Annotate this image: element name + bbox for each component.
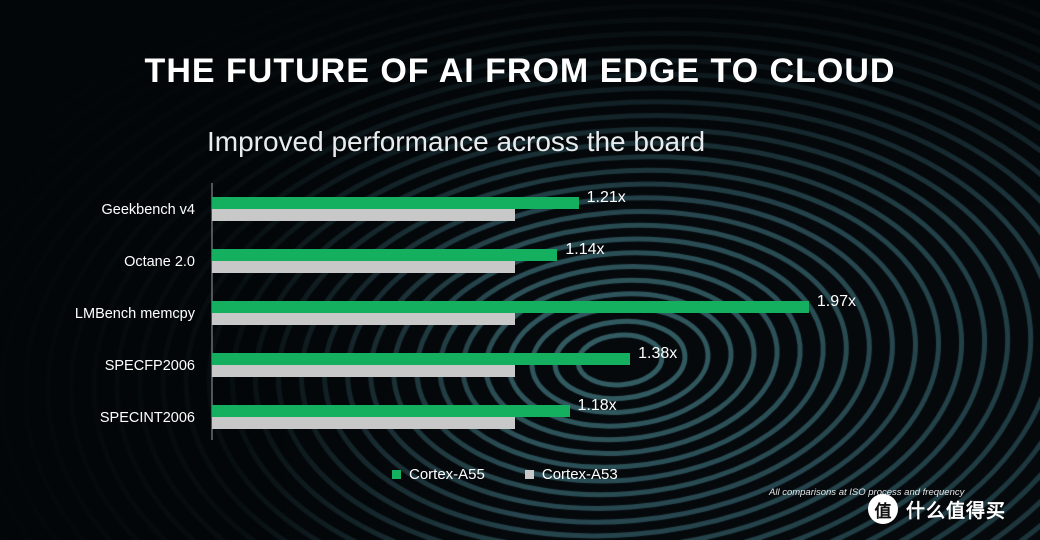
value-label: 1.38x [638, 345, 677, 362]
footnote: All comparisons at ISO process and frequ… [769, 487, 965, 498]
bar-cortex-a55 [212, 353, 630, 365]
value-label: 1.18x [578, 397, 617, 414]
category-label: LMBench memcpy [75, 306, 196, 322]
slide-title: THE FUTURE OF AI FROM EDGE TO CLOUD [144, 52, 896, 90]
bar-cortex-a53 [212, 417, 515, 429]
legend-label-a53: Cortex-A53 [541, 466, 618, 483]
legend-label-a55: Cortex-A55 [409, 466, 485, 483]
bar-cortex-a55 [212, 405, 570, 417]
category-label: SPECFP2006 [105, 358, 195, 374]
value-label: 1.21x [587, 189, 626, 206]
value-label: 1.14x [565, 241, 604, 258]
bar-cortex-a53 [212, 313, 515, 325]
bar-cortex-a55 [212, 249, 557, 261]
legend-swatch-a55 [392, 470, 401, 479]
category-label: SPECINT2006 [100, 410, 195, 426]
legend-item-a53: Cortex-A53 [524, 466, 618, 483]
value-label: 1.97x [817, 293, 856, 310]
category-label: Octane 2.0 [124, 254, 195, 270]
chart-subtitle: Improved performance across the board [206, 126, 706, 157]
bar-cortex-a53 [212, 261, 515, 273]
category-label: Geekbench v4 [101, 202, 195, 218]
legend: Cortex-A55 Cortex-A53 [392, 466, 618, 483]
bar-cortex-a53 [212, 209, 515, 221]
bar-cortex-a55 [212, 197, 579, 209]
watermark: 值 什么值得买 [868, 494, 1006, 524]
watermark-text: 什么值得买 [906, 500, 1007, 522]
bar-cortex-a55 [212, 301, 809, 313]
legend-item-a55: Cortex-A55 [392, 466, 485, 483]
watermark-logo-icon: 值 [868, 494, 898, 524]
bar-cortex-a53 [212, 365, 515, 377]
legend-swatch-a53 [524, 470, 534, 479]
